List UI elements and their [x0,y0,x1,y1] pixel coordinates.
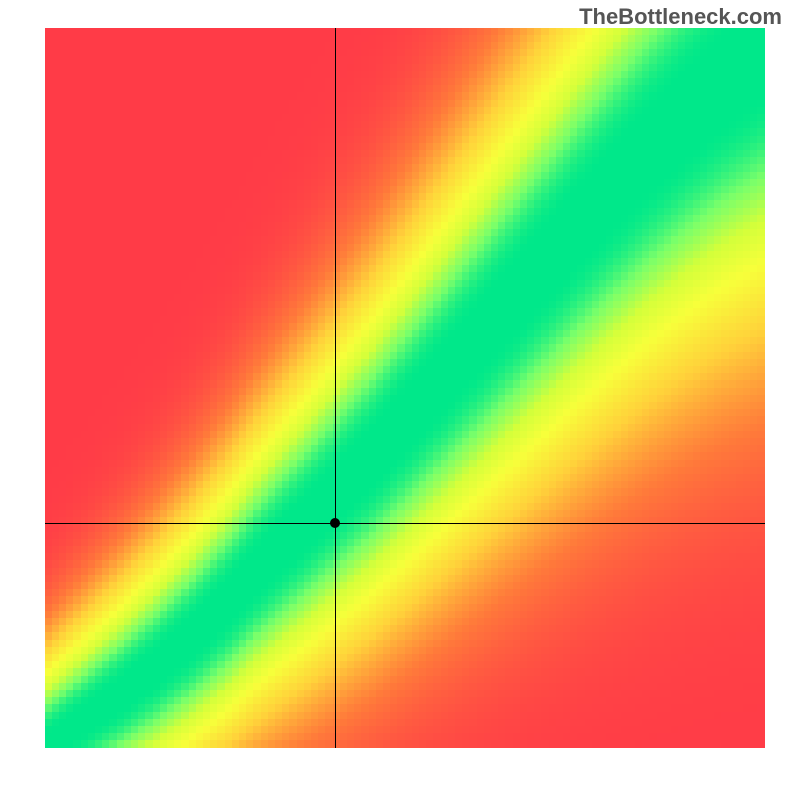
marker-point [330,518,340,528]
watermark-text: TheBottleneck.com [579,4,782,30]
heatmap-canvas [45,28,765,748]
bottleneck-heatmap [45,28,765,748]
crosshair-horizontal [45,523,765,524]
crosshair-vertical [335,28,336,748]
